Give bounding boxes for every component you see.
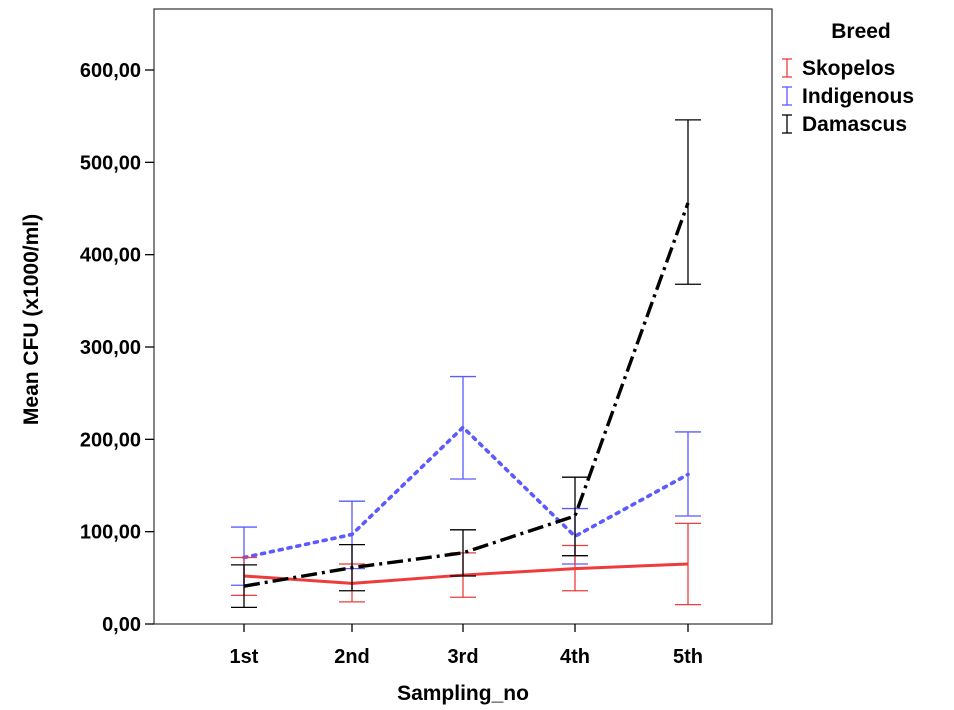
x-axis-title: Sampling_no xyxy=(397,682,529,705)
y-tick-label: 400,00 xyxy=(80,245,141,267)
series-line xyxy=(243,202,690,588)
y-axis: 0,00 100,00 200,00 300,00 400,00 500,00 600,00 xyxy=(80,60,154,636)
y-tick-label: 100,00 xyxy=(80,522,141,544)
x-tick-label: 4th xyxy=(560,646,590,668)
x-tick-label: 1st xyxy=(230,646,259,668)
series-line xyxy=(242,425,690,560)
series-damascus xyxy=(231,119,701,609)
legend-label: Indigenous xyxy=(802,85,914,108)
x-tick-label: 2nd xyxy=(334,646,370,668)
y-tick-label: 200,00 xyxy=(80,429,141,451)
y-tick-label: 300,00 xyxy=(80,337,141,359)
legend-title: Breed xyxy=(831,20,891,43)
series-layer xyxy=(231,119,701,609)
y-tick-label: 600,00 xyxy=(80,60,141,82)
y-tick-label: 500,00 xyxy=(80,152,141,174)
y-axis-title: Mean CFU (x1000/ml) xyxy=(20,214,43,425)
y-tick-label: 0,00 xyxy=(102,614,141,636)
x-tick-label: 5th xyxy=(673,646,703,668)
x-tick-label: 3rd xyxy=(447,646,478,668)
legend-label: Damascus xyxy=(802,113,907,136)
legend-label: Skopelos xyxy=(802,57,895,80)
legend: Breed Skopelos Indigenous Damascus xyxy=(782,20,914,136)
x-axis: 1st 2nd 3rd 4th 5th xyxy=(230,624,703,668)
